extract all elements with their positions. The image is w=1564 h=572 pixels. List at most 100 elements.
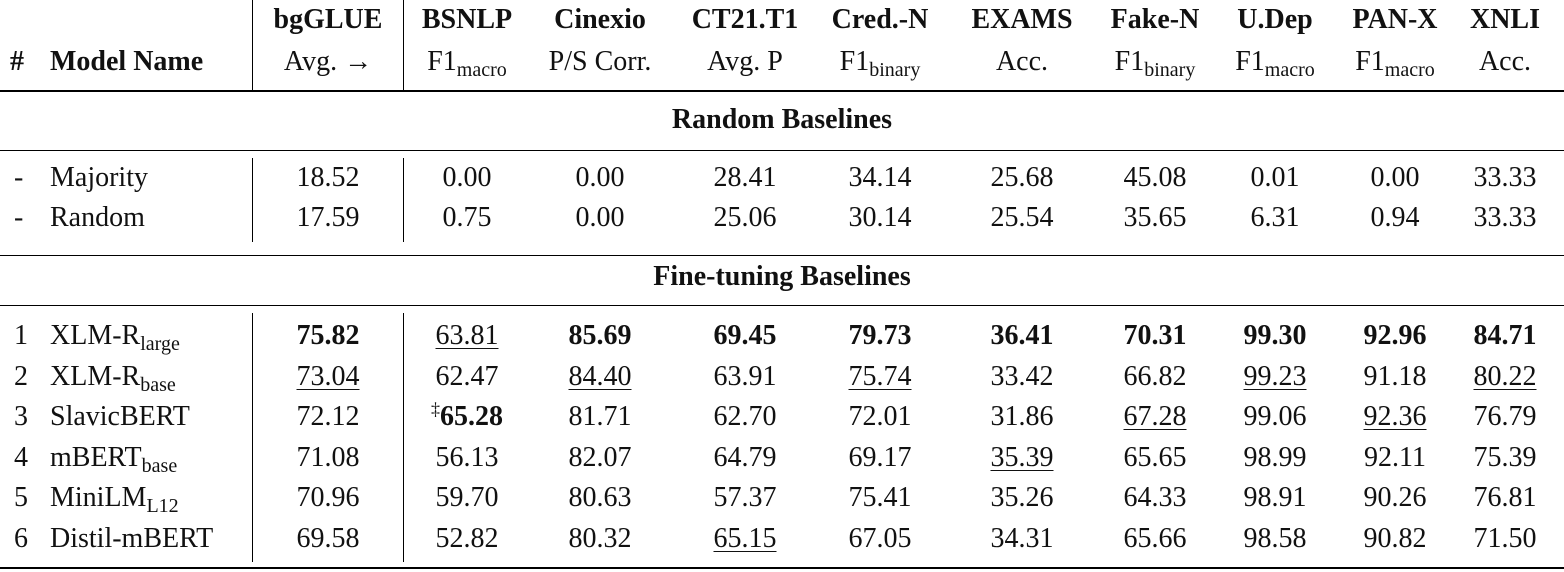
score: 33.33 — [1473, 162, 1537, 193]
score-cell: 80.32 — [569, 523, 632, 555]
score-cell: 99.30 — [1244, 320, 1307, 352]
dataset-header: U.Dep — [1237, 4, 1313, 35]
score: 67.28 — [1123, 401, 1187, 432]
model-name: Distil-mBERT — [50, 523, 213, 555]
score-cell: 92.96 — [1364, 320, 1427, 352]
score-cell: 65.15 — [714, 523, 777, 555]
score: 0.00 — [575, 202, 625, 233]
row-id: - — [14, 202, 24, 233]
score: 69.17 — [848, 442, 912, 473]
score: 91.18 — [1363, 361, 1427, 392]
row-id: 4 — [14, 442, 28, 473]
metric-header: Acc. — [1479, 46, 1531, 78]
score: 0.00 — [442, 162, 492, 193]
score: 28.41 — [713, 162, 777, 193]
score: 65.15 — [713, 523, 777, 554]
metric-name: Acc. — [995, 46, 1049, 77]
score: 75.39 — [1473, 442, 1537, 473]
row-id: 1 — [14, 320, 28, 351]
score-cell: 33.33 — [1474, 202, 1537, 234]
model-name: mBERTbase — [50, 442, 177, 476]
dataset-header: Fake-N — [1110, 4, 1200, 35]
score: 75.82 — [296, 320, 360, 351]
score: 52.82 — [435, 523, 499, 554]
model-text: XLM-R — [50, 361, 141, 392]
score-cell: 45.08 — [1124, 162, 1187, 194]
score: 0.00 — [575, 162, 625, 193]
score: 71.08 — [296, 442, 360, 473]
score: 64.33 — [1123, 482, 1187, 513]
score-cell: 69.17 — [849, 442, 912, 474]
score: 90.82 — [1363, 523, 1427, 554]
metric-name: Avg. P — [707, 46, 783, 77]
score: 65.65 — [1123, 442, 1187, 473]
score: 82.07 — [568, 442, 632, 473]
model-text: Majority — [50, 162, 148, 193]
score: 98.99 — [1243, 442, 1307, 473]
model-text: MiniLM — [50, 482, 147, 513]
score: 69.58 — [296, 523, 360, 554]
score: 84.40 — [568, 361, 632, 392]
score: 59.70 — [435, 482, 499, 513]
section-title: Fine-tuning Baselines — [653, 261, 911, 292]
score: 0.00 — [1370, 162, 1420, 193]
score-cell: 90.82 — [1364, 523, 1427, 555]
rule — [0, 255, 1564, 256]
score: 0.75 — [442, 202, 492, 233]
score-cell: 66.82 — [1124, 361, 1187, 393]
score-cell: 35.39 — [991, 442, 1054, 474]
metric-name: F1 — [1114, 46, 1145, 77]
score-cell: 0.01 — [1251, 162, 1300, 194]
score: 17.59 — [296, 202, 360, 233]
score-cell: 69.58 — [297, 523, 360, 555]
score: 90.26 — [1363, 482, 1427, 513]
divider — [252, 158, 253, 242]
metric-header: Avg. → — [284, 46, 372, 78]
score: 35.26 — [990, 482, 1054, 513]
score-cell: 67.05 — [849, 523, 912, 555]
score-cell: 31.86 — [991, 401, 1054, 433]
rule — [0, 567, 1564, 569]
score-cell: 75.82 — [297, 320, 360, 352]
score-cell: 64.33 — [1124, 482, 1187, 514]
header-hash: # — [10, 46, 24, 77]
score-cell: 85.69 — [569, 320, 632, 352]
dagger: ‡ — [431, 399, 440, 419]
metric-header: F1binary — [840, 46, 921, 80]
score: 76.79 — [1473, 401, 1537, 432]
metric-sub: macro — [456, 59, 507, 81]
divider — [403, 158, 404, 242]
score-cell: 84.71 — [1474, 320, 1537, 352]
model-text: XLM-R — [50, 320, 141, 351]
model-text: Random — [50, 202, 145, 233]
score: 31.86 — [990, 401, 1054, 432]
score-cell: 0.00 — [576, 202, 625, 234]
score: 75.41 — [848, 482, 912, 513]
score: 98.58 — [1243, 523, 1307, 554]
score-cell: 35.65 — [1124, 202, 1187, 234]
model-name: XLM-Rbase — [50, 361, 176, 395]
metric-name: Acc. — [1478, 46, 1532, 77]
score: 72.01 — [848, 401, 912, 432]
score: 62.70 — [713, 401, 777, 432]
score-cell: 64.79 — [714, 442, 777, 474]
score-cell: 75.74 — [849, 361, 912, 393]
score: 70.31 — [1123, 320, 1187, 351]
score: 72.12 — [296, 401, 360, 432]
dataset-header: XNLI — [1469, 4, 1541, 35]
score-cell: 57.37 — [714, 482, 777, 514]
score-cell: 92.36 — [1364, 401, 1427, 433]
score: 0.01 — [1250, 162, 1300, 193]
score-cell: 98.58 — [1244, 523, 1307, 555]
score-cell: 70.31 — [1124, 320, 1187, 352]
score-cell: 80.63 — [569, 482, 632, 514]
score: 81.71 — [568, 401, 632, 432]
score-cell: 76.81 — [1474, 482, 1537, 514]
score-cell: 73.04 — [297, 361, 360, 393]
metric-header: Acc. — [996, 46, 1048, 78]
score-cell: 98.99 — [1244, 442, 1307, 474]
score-cell: 6.31 — [1251, 202, 1300, 234]
score-cell: 35.26 — [991, 482, 1054, 514]
score: 0.94 — [1370, 202, 1420, 233]
score: 71.50 — [1473, 523, 1537, 554]
